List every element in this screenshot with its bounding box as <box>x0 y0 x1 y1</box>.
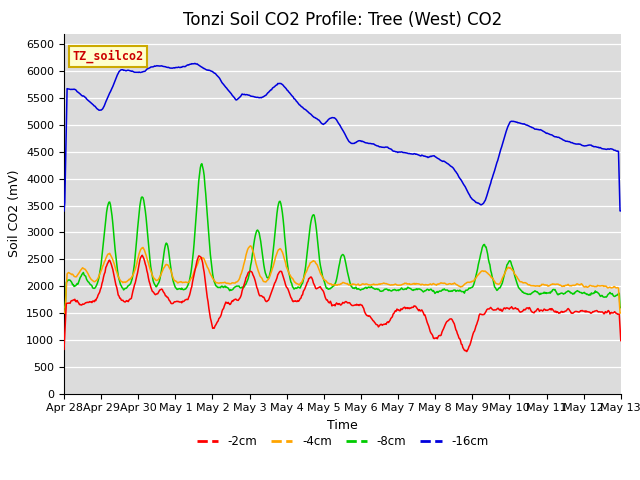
Text: TZ_soilco2: TZ_soilco2 <box>72 50 143 63</box>
Y-axis label: Soil CO2 (mV): Soil CO2 (mV) <box>8 170 20 257</box>
X-axis label: Time: Time <box>327 419 358 432</box>
Legend: -2cm, -4cm, -8cm, -16cm: -2cm, -4cm, -8cm, -16cm <box>192 430 493 453</box>
Title: Tonzi Soil CO2 Profile: Tree (West) CO2: Tonzi Soil CO2 Profile: Tree (West) CO2 <box>183 11 502 29</box>
